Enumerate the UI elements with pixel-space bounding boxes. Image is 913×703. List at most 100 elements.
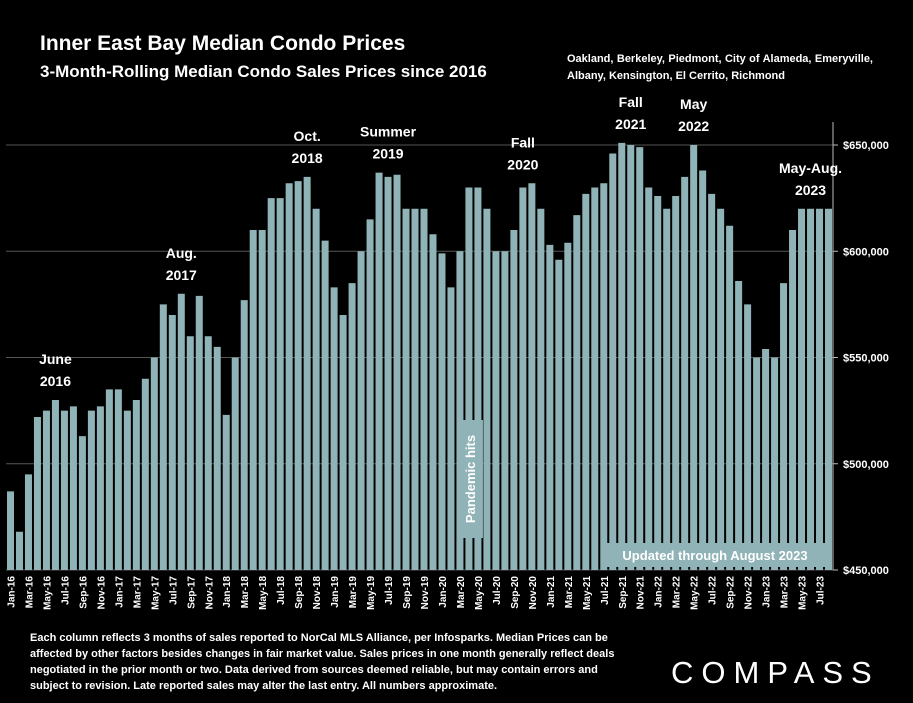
bar-oct-16: [87, 410, 95, 570]
bar-sep-19: [402, 208, 410, 570]
x-tick-label: May-17: [150, 576, 161, 610]
bar-jul-23: [816, 208, 824, 570]
bar-jul-19: [384, 176, 392, 570]
pandemic-box: [456, 420, 483, 538]
bar-jul-21: [600, 183, 608, 570]
x-tick-label: Jul-22: [708, 576, 719, 605]
bar-feb-22: [663, 208, 671, 570]
bar-may-19: [366, 219, 374, 570]
x-tick-label: May-18: [258, 576, 269, 610]
annotation-label: Oct.: [294, 128, 321, 144]
bar-jun-22: [699, 170, 707, 570]
bar-may-18: [258, 230, 266, 570]
bar-dec-19: [429, 234, 437, 570]
bar-apr-16: [33, 417, 41, 570]
bar-dec-17: [213, 346, 221, 570]
x-tick-label: Sep-19: [402, 576, 413, 609]
bar-jun-18: [267, 198, 275, 570]
bar-nov-21: [636, 147, 644, 570]
overlay-labels: Pandemic hits Updated through August 2023: [456, 420, 825, 567]
x-tick-label: Sep-16: [78, 576, 89, 609]
bar-feb-19: [339, 315, 347, 570]
x-tick-label: Sep-20: [510, 576, 521, 609]
bar-may-16: [42, 410, 50, 570]
x-tick-label: Nov-17: [204, 576, 215, 610]
bar-feb-20: [447, 287, 455, 570]
x-tick-label: Jan-18: [222, 576, 233, 608]
x-tick-label: Jan-17: [114, 576, 125, 608]
bar-mar-17: [132, 400, 140, 570]
x-tick-label: Jan-20: [438, 576, 449, 608]
annotation-label: June: [39, 351, 72, 367]
bar-aug-21: [609, 153, 617, 570]
footnote: Each column reflects 3 months of sales r…: [30, 632, 615, 692]
x-tick-label: Sep-21: [618, 576, 629, 609]
annotation-label: Fall: [511, 134, 535, 150]
bar-jan-22: [654, 196, 662, 570]
annotation-label: May: [680, 96, 707, 112]
bar-jul-18: [276, 198, 284, 570]
x-tick-label: Sep-18: [294, 576, 305, 609]
x-tick-label: Mar-16: [24, 576, 35, 609]
bar-may-21: [582, 193, 590, 570]
bar-nov-17: [204, 336, 212, 570]
bar-apr-22: [681, 176, 689, 570]
x-tick-label: May-20: [474, 576, 485, 610]
bar-feb-16: [15, 531, 23, 570]
annotations: June 2016 Aug. 2017 Oct. 2018 Summer 2019 Fall 20…: [39, 94, 842, 389]
bar-apr-20: [465, 187, 473, 570]
annotation-label: May-Aug.: [779, 160, 842, 176]
y-tick-label: $450,000: [843, 565, 889, 577]
chart-title: Inner East Bay Median Condo Prices: [40, 32, 406, 55]
bar-oct-22: [735, 281, 743, 570]
x-tick-label: Mar-22: [672, 576, 683, 609]
x-tick-label: Mar-19: [348, 576, 359, 609]
bar-sep-18: [294, 181, 302, 570]
bar-apr-17: [141, 378, 149, 570]
bar-jul-16: [60, 410, 68, 570]
bars: [6, 142, 833, 570]
x-tick-label: Jul-23: [816, 576, 827, 605]
bar-mar-18: [240, 300, 248, 570]
bar-dec-22: [753, 357, 761, 570]
annotation-label: Aug.: [166, 245, 197, 261]
region-list: Oakland, Berkeley, Piedmont, City of Ala…: [567, 53, 873, 82]
bar-jul-17: [168, 315, 176, 570]
y-axis: $450,000 $500,000 $550,000 $600,000 $650,000: [832, 122, 889, 577]
bar-aug-18: [285, 183, 293, 570]
bar-dec-20: [537, 208, 545, 570]
bar-feb-18: [231, 357, 239, 570]
x-tick-label: May-21: [582, 576, 593, 610]
bar-jun-19: [375, 172, 383, 570]
bar-sep-22: [726, 225, 734, 570]
bar-oct-19: [411, 208, 419, 570]
bar-oct-17: [195, 295, 203, 570]
bar-jun-17: [159, 304, 167, 570]
x-tick-label: Nov-22: [744, 576, 755, 610]
x-tick-label: Jan-16: [6, 576, 17, 608]
y-tick-label: $500,000: [843, 459, 889, 471]
x-tick-label: Jul-17: [168, 576, 179, 605]
bar-feb-23: [771, 357, 779, 570]
bar-apr-18: [249, 230, 257, 570]
annotation-label: 2020: [507, 156, 538, 172]
x-tick-label: Mar-23: [780, 576, 791, 609]
bar-jan-21: [546, 244, 554, 570]
x-tick-label: Mar-17: [132, 576, 143, 609]
bar-aug-23: [824, 208, 833, 570]
x-axis-labels: Jan-16 Mar-16 May-16 Jul-16 Sep-16 Nov-16 Jan-…: [6, 576, 826, 610]
x-tick-label: Jul-21: [600, 576, 611, 605]
x-tick-label: Jan-22: [654, 576, 665, 608]
bar-jan-23: [762, 349, 770, 570]
bar-jan-16: [6, 491, 15, 570]
annotation-label: 2022: [678, 118, 709, 134]
x-tick-label: Nov-19: [420, 576, 431, 610]
x-tick-label: Mar-18: [240, 576, 251, 609]
bar-oct-20: [519, 187, 527, 570]
bar-nov-22: [744, 304, 752, 570]
x-tick-label: Jan-21: [546, 576, 557, 608]
bar-aug-16: [69, 406, 77, 570]
x-tick-label: Jul-20: [492, 576, 503, 605]
bar-aug-17: [177, 293, 185, 570]
annotation-label: 2016: [40, 373, 71, 389]
